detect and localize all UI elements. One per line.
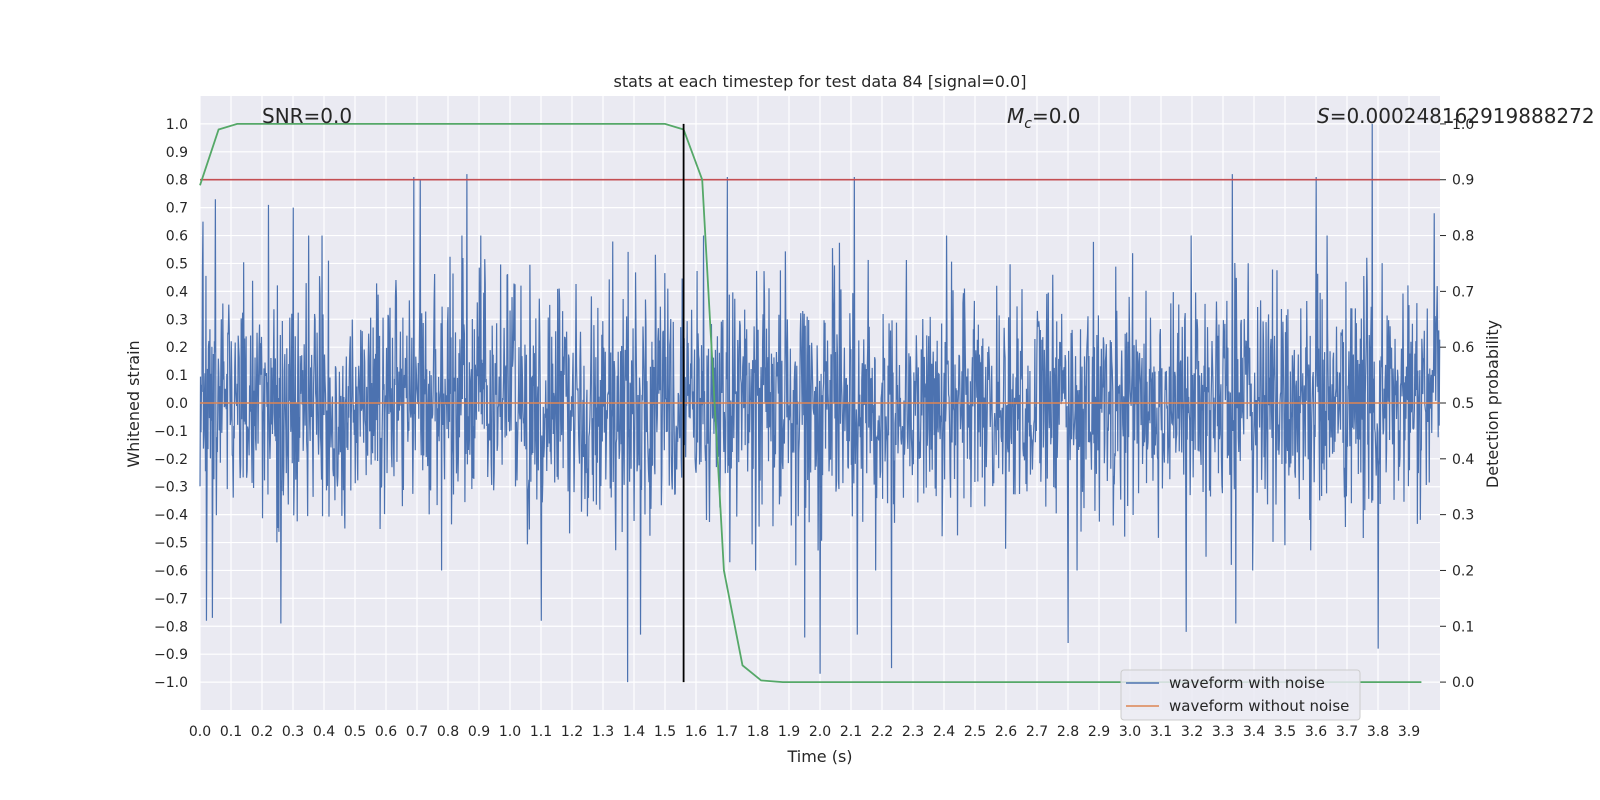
y-tick-label-left: 0.0 [166,396,188,412]
x-tick-label: 2.4 [933,724,955,740]
detection-probability-line [199,123,1422,683]
y-tick-label-left: −0.7 [154,591,188,607]
y-tick-label-left: −0.6 [154,563,188,579]
y-axis-label-right: Detection probability [1483,320,1502,488]
y-tick-label-right: 0.6 [1452,340,1474,356]
x-tick-label: 3.1 [1150,724,1172,740]
x-tick-label: 2.1 [840,724,862,740]
mc-annotation: Mc=0.0 [1007,104,1081,132]
x-tick-label: 1.7 [716,724,738,740]
x-tick-label: 3.0 [1119,724,1141,740]
overlay [199,123,1440,683]
axes: 0.0 0.1 0.2 0.3 0.4 0.5 0.6 0.7 0.8 0.9 1.0 1.1 1.2 1… [154,117,1474,740]
snr-annotation: SNR=0.0 [262,104,352,128]
y-tick-label-right: 0.2 [1452,563,1474,579]
x-tick-label: 3.9 [1398,724,1420,740]
x-tick-label: 3.6 [1305,724,1327,740]
waveform-with-noise-line [199,123,1441,683]
x-tick-label: 0.2 [251,724,273,740]
y-tick-label-right: 0.8 [1452,229,1474,245]
y-axis-label-left: Whitened strain [124,340,143,467]
y-tick-label-right: 1.0 [1452,117,1474,133]
plot-area [199,123,1441,683]
y-tick-label-left: −0.9 [154,647,188,663]
y-tick-label-left: 0.4 [166,284,188,300]
y-tick-label-left: 0.3 [166,312,188,328]
chart-title: stats at each timestep for test data 84 … [614,72,1027,91]
x-tick-label: 0.7 [406,724,428,740]
legend-box [1120,669,1361,721]
y-tick-label-left: −0.2 [154,452,188,468]
y-tick-label-left: 0.5 [166,256,188,272]
y-tick-label-left: −0.1 [154,424,188,440]
y-tick-label-right: 0.3 [1452,508,1474,524]
y-tick-label-left: 0.2 [166,340,188,356]
x-tick-label: 3.7 [1336,724,1358,740]
x-axis-label: Time (s) [786,747,852,766]
x-tick-label: 3.8 [1367,724,1389,740]
x-tick-label: 3.3 [1212,724,1234,740]
x-tick-label: 2.0 [809,724,831,740]
mc-subscript: c [1024,116,1032,132]
x-tick-label: 2.2 [871,724,893,740]
x-tick-label: 0.9 [468,724,490,740]
legend: waveform with noise waveform without noi… [1120,669,1361,721]
x-tick-label: 0.4 [313,724,335,740]
y-tick-label-right: 0.5 [1452,396,1474,412]
x-tick-label: 1.5 [654,724,676,740]
y-tick-label-right: 0.0 [1452,675,1474,691]
y-tick-label-left: −0.8 [154,619,188,635]
y-tick-label-left: 1.0 [166,117,188,133]
x-tick-label: 3.2 [1181,724,1203,740]
x-tick-label: 0.1 [220,724,242,740]
x-tick-label: 1.8 [747,724,769,740]
x-tick-label: 2.5 [964,724,986,740]
x-tick-label: 2.7 [1026,724,1048,740]
x-tick-label: 1.0 [499,724,521,740]
x-tick-label: 1.9 [778,724,800,740]
legend-label-noise: waveform with noise [1169,674,1325,692]
y-tick-label-left: −0.3 [154,480,188,496]
y-tick-label-left: 0.8 [166,173,188,189]
x-tick-label: 1.3 [592,724,614,740]
x-tick-label: 2.3 [902,724,924,740]
y-tick-label-left: 0.7 [166,201,188,217]
y-tick-label-left: 0.1 [166,368,188,384]
x-tick-label: 0.0 [189,724,211,740]
x-tick-label: 0.5 [344,724,366,740]
s-value: =0.000248162919888272 [1330,104,1595,128]
x-tick-label: 0.6 [375,724,397,740]
y-tick-label-right: 0.7 [1452,284,1474,300]
s-symbol: S [1317,104,1330,128]
x-tick-label: 1.2 [561,724,583,740]
y-tick-label-left: −1.0 [154,675,188,691]
x-tick-label: 2.6 [995,724,1017,740]
x-tick-label: 3.5 [1274,724,1296,740]
x-tick-label: 1.6 [685,724,707,740]
y-tick-label-left: −0.4 [154,508,188,524]
y-tick-label-left: 0.6 [166,229,188,245]
x-tick-label: 0.3 [282,724,304,740]
y-tick-label-left: 0.9 [166,145,188,161]
y-tick-label-right: 0.4 [1452,452,1474,468]
x-tick-label: 0.8 [437,724,459,740]
s-annotation: S=0.000248162919888272 [1317,104,1595,128]
mc-value: =0.0 [1032,104,1081,128]
y-tick-label-right: 0.1 [1452,619,1474,635]
mc-symbol: M [1007,104,1024,128]
x-tick-label: 3.4 [1243,724,1265,740]
x-tick-label: 1.4 [623,724,645,740]
x-tick-label: 2.9 [1088,724,1110,740]
x-tick-label: 1.1 [530,724,552,740]
y-tick-label-left: −0.5 [154,536,188,552]
x-tick-label: 2.8 [1057,724,1079,740]
y-tick-label-right: 0.9 [1452,173,1474,189]
legend-label-clean: waveform without noise [1169,697,1349,715]
